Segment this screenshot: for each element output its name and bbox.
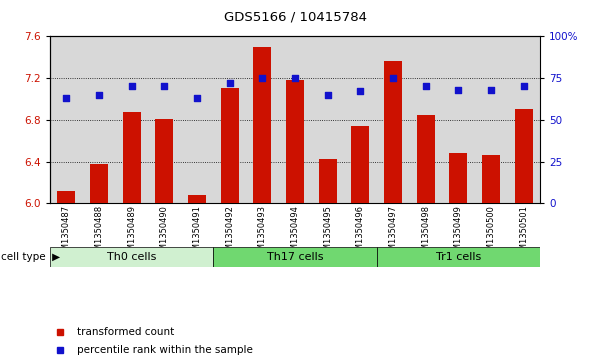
Bar: [351, 126, 369, 203]
Bar: [482, 155, 500, 203]
Point: [519, 83, 528, 89]
Text: percentile rank within the sample: percentile rank within the sample: [77, 345, 253, 355]
Point: [127, 83, 136, 89]
Point: [356, 89, 365, 94]
Bar: [507, 36, 540, 203]
Bar: [474, 36, 507, 203]
Bar: [449, 153, 467, 203]
Bar: [155, 119, 173, 203]
Bar: [376, 247, 540, 267]
Bar: [417, 115, 435, 203]
Bar: [148, 36, 181, 203]
Text: Tr1 cells: Tr1 cells: [435, 252, 481, 262]
Bar: [214, 36, 246, 203]
Bar: [312, 36, 344, 203]
Bar: [50, 36, 83, 203]
Bar: [90, 164, 108, 203]
Point: [290, 75, 300, 81]
Bar: [188, 195, 206, 203]
Point: [421, 83, 430, 89]
Text: transformed count: transformed count: [77, 327, 174, 337]
Bar: [344, 36, 376, 203]
Point: [192, 95, 202, 101]
Bar: [409, 36, 442, 203]
Bar: [442, 36, 474, 203]
Bar: [57, 191, 76, 203]
Bar: [514, 109, 533, 203]
Text: Th0 cells: Th0 cells: [107, 252, 156, 262]
Point: [486, 87, 496, 93]
Bar: [319, 159, 337, 203]
Bar: [246, 36, 278, 203]
Point: [454, 87, 463, 93]
Point: [62, 95, 71, 101]
Bar: [384, 61, 402, 203]
Point: [258, 75, 267, 81]
Point: [388, 75, 398, 81]
Point: [160, 83, 169, 89]
Bar: [214, 247, 376, 267]
Bar: [123, 113, 141, 203]
Text: GDS5166 / 10415784: GDS5166 / 10415784: [224, 11, 366, 24]
Bar: [253, 47, 271, 203]
Bar: [181, 36, 214, 203]
Bar: [83, 36, 116, 203]
Bar: [278, 36, 312, 203]
Bar: [376, 36, 409, 203]
Point: [323, 92, 332, 98]
Text: cell type  ▶: cell type ▶: [1, 252, 60, 262]
Bar: [286, 80, 304, 203]
Bar: [116, 36, 148, 203]
Bar: [50, 247, 214, 267]
Point: [225, 80, 234, 86]
Point: [94, 92, 104, 98]
Bar: [221, 89, 239, 203]
Text: Th17 cells: Th17 cells: [267, 252, 323, 262]
